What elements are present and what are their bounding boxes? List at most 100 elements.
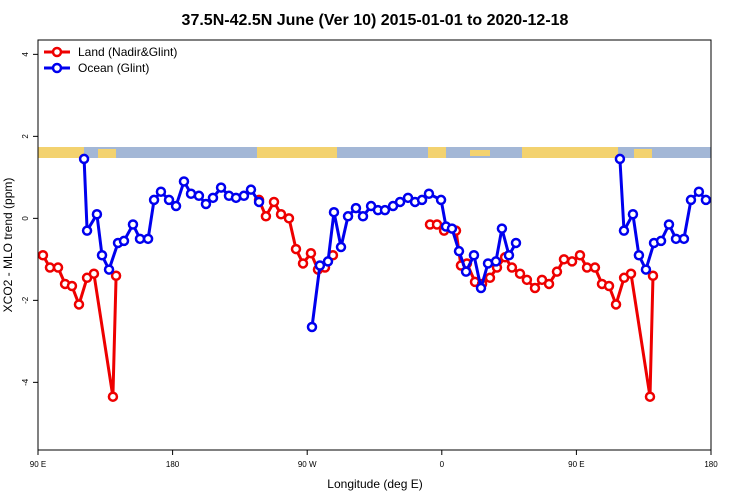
series-line bbox=[257, 199, 335, 272]
data-point bbox=[468, 250, 480, 261]
data-point bbox=[551, 266, 563, 277]
data-point bbox=[566, 256, 578, 267]
data-point bbox=[484, 272, 496, 284]
data-point bbox=[207, 192, 219, 204]
data-point bbox=[155, 186, 167, 197]
data-point bbox=[558, 254, 570, 265]
data-point bbox=[81, 225, 93, 236]
data-point bbox=[644, 391, 656, 402]
map-land bbox=[257, 147, 337, 158]
data-point bbox=[625, 268, 637, 279]
data-point bbox=[73, 299, 85, 310]
data-point bbox=[88, 268, 100, 279]
data-point bbox=[44, 262, 56, 273]
x-tick-label: 180 bbox=[166, 460, 180, 469]
data-point bbox=[238, 190, 250, 202]
data-point bbox=[178, 176, 190, 187]
data-point bbox=[460, 266, 472, 277]
data-point bbox=[503, 250, 515, 261]
data-point bbox=[297, 258, 309, 269]
data-point bbox=[453, 245, 465, 257]
data-point bbox=[640, 264, 652, 275]
map-strip bbox=[38, 147, 711, 158]
data-point bbox=[215, 182, 227, 193]
data-point bbox=[685, 194, 697, 206]
data-point bbox=[322, 256, 334, 267]
y-tick-label: 2 bbox=[21, 134, 30, 139]
map-ocean bbox=[38, 147, 711, 158]
data-point bbox=[431, 219, 443, 230]
data-point bbox=[610, 299, 622, 310]
data-point bbox=[446, 223, 458, 234]
data-point bbox=[290, 243, 302, 255]
legend-marker bbox=[51, 62, 63, 74]
data-point bbox=[350, 202, 362, 214]
data-point bbox=[618, 225, 630, 236]
data-point bbox=[647, 270, 659, 281]
data-point bbox=[134, 233, 146, 245]
data-point bbox=[200, 198, 212, 210]
data-point bbox=[245, 184, 257, 195]
data-point bbox=[193, 190, 205, 202]
data-point bbox=[328, 206, 340, 218]
data-point bbox=[678, 233, 690, 245]
data-point bbox=[91, 209, 103, 220]
data-point bbox=[416, 194, 428, 206]
data-point bbox=[521, 274, 533, 286]
data-point bbox=[357, 211, 369, 222]
data-point bbox=[170, 200, 182, 212]
y-tick-label: 4 bbox=[21, 52, 30, 57]
map-land bbox=[428, 147, 446, 158]
data-point bbox=[142, 233, 154, 245]
data-point bbox=[490, 256, 502, 267]
data-point bbox=[306, 321, 318, 333]
series-line bbox=[41, 254, 118, 399]
data-point bbox=[268, 196, 280, 208]
map-land bbox=[98, 149, 116, 158]
data-point bbox=[614, 153, 626, 165]
data-point bbox=[260, 211, 272, 222]
data-point bbox=[275, 209, 287, 220]
data-point bbox=[514, 268, 526, 279]
data-point bbox=[394, 196, 406, 208]
x-tick-label: 90 E bbox=[30, 460, 46, 469]
data-point bbox=[305, 247, 317, 259]
data-point bbox=[475, 282, 487, 294]
legend-marker bbox=[51, 46, 63, 58]
data-point bbox=[379, 204, 391, 216]
data-point bbox=[118, 235, 130, 247]
data-point bbox=[700, 194, 712, 206]
plot-frame bbox=[37, 39, 712, 451]
data-point bbox=[66, 280, 78, 292]
legend-label: Ocean (Glint) bbox=[78, 61, 149, 75]
y-tick-label: -2 bbox=[21, 296, 30, 304]
y-tick-label: 0 bbox=[21, 216, 30, 221]
data-point bbox=[107, 391, 119, 402]
x-tick-label: 0 bbox=[440, 460, 445, 469]
series-line bbox=[82, 158, 261, 272]
data-point bbox=[435, 194, 447, 206]
map-land bbox=[38, 147, 84, 158]
data-point bbox=[37, 250, 49, 261]
data-point bbox=[314, 260, 326, 271]
data-point bbox=[506, 262, 518, 273]
data-point bbox=[283, 213, 295, 224]
chart-title: 37.5N-42.5N June (Ver 10) 2015-01-01 to … bbox=[182, 12, 569, 29]
data-point bbox=[603, 280, 615, 292]
data-point bbox=[693, 186, 705, 197]
data-point bbox=[163, 194, 175, 206]
x-tick-label: 90 W bbox=[298, 460, 317, 469]
data-point bbox=[510, 237, 522, 249]
data-point bbox=[110, 270, 122, 281]
data-point bbox=[627, 209, 639, 220]
data-point bbox=[148, 194, 160, 206]
y-axis-title: XCO2 - MLO trend (ppm) bbox=[1, 178, 15, 313]
data-point bbox=[496, 223, 508, 234]
data-point bbox=[663, 219, 675, 230]
data-point bbox=[529, 282, 541, 294]
data-point bbox=[543, 278, 555, 290]
legend: Land (Nadir&Glint) Ocean (Glint) bbox=[44, 45, 177, 75]
x-axis-title: Longitude (deg E) bbox=[327, 477, 422, 491]
